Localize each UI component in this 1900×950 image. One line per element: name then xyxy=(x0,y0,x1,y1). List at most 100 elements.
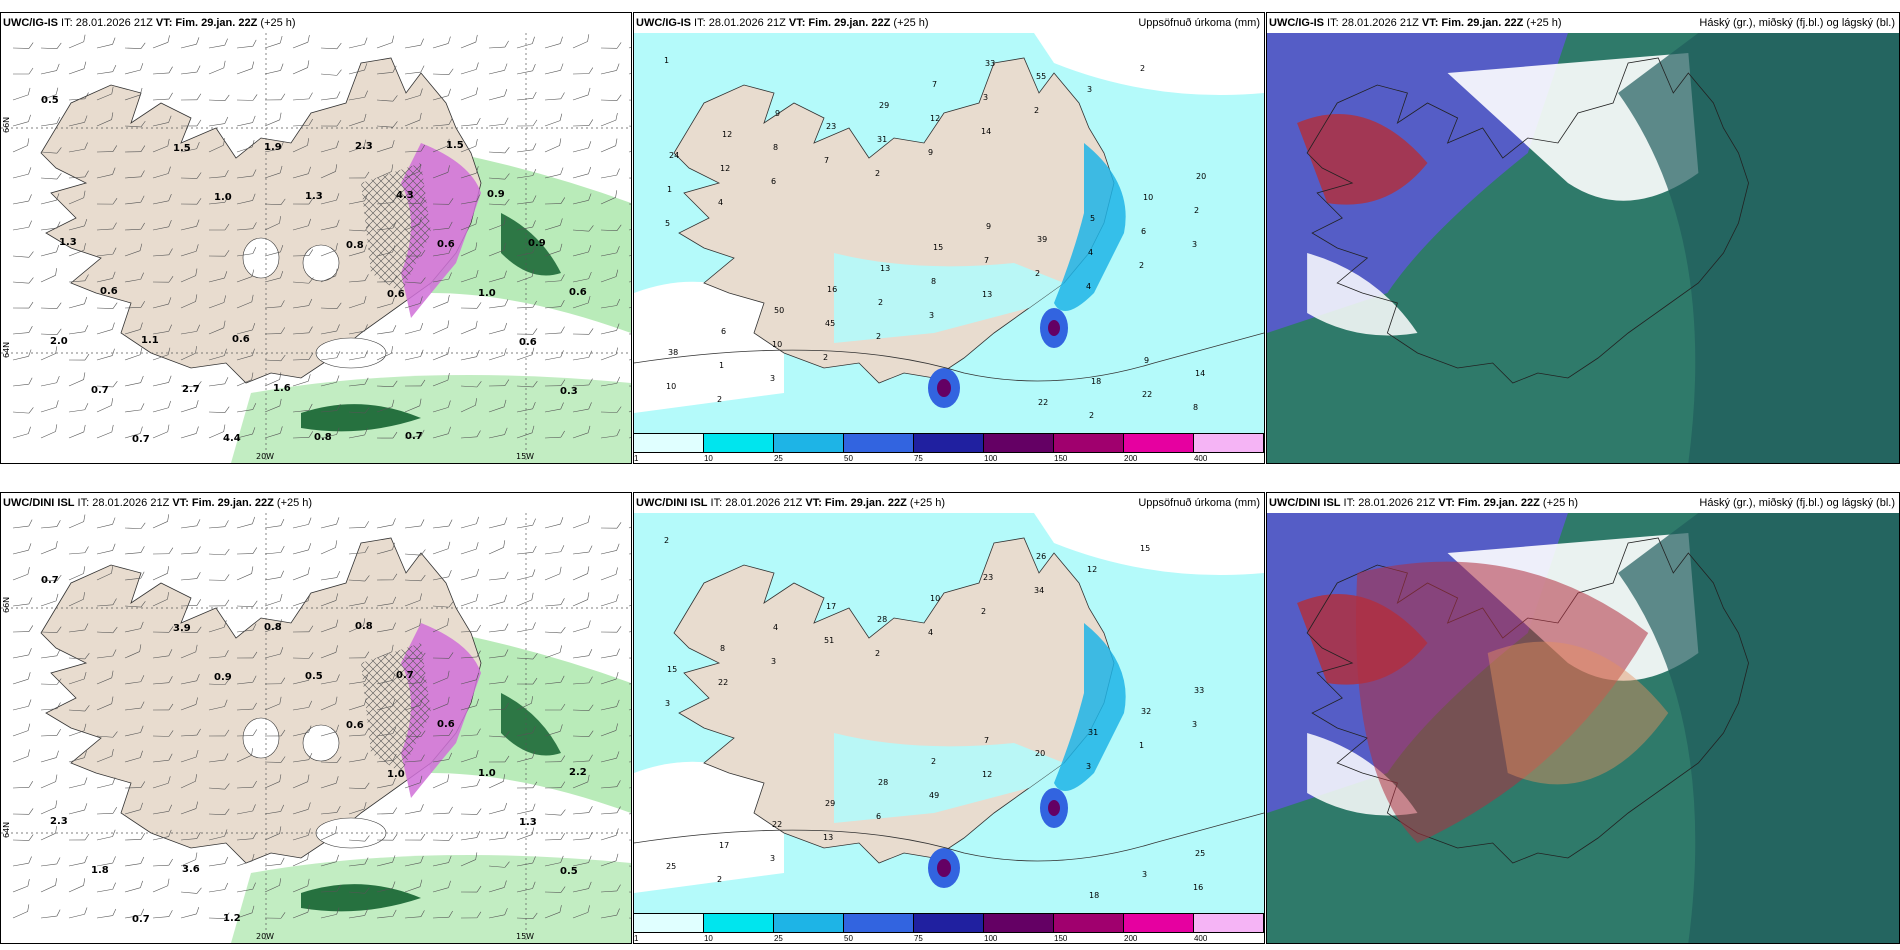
wind-barb xyxy=(348,113,367,127)
precip-value: 0.9 xyxy=(214,672,232,683)
panel-dini-wind: UWC/DINI ISL IT: 28.01.2026 21Z VT: Fim.… xyxy=(0,492,632,944)
precip-value: 2 xyxy=(875,649,880,658)
wind-barb xyxy=(292,166,311,179)
wind-barb xyxy=(12,808,34,815)
wind-barb xyxy=(180,346,197,361)
map-svg: 1242923143225234326138721031411261032455… xyxy=(634,33,1264,463)
field-title: Uppsöfnuð úrkoma (mm) xyxy=(1138,497,1260,509)
wind-barb xyxy=(544,517,564,529)
wind-barb xyxy=(12,194,32,205)
wind-barb xyxy=(320,674,340,685)
precip-value: 6 xyxy=(771,177,776,186)
precip-value: 2 xyxy=(1139,261,1144,270)
precip-value: 3 xyxy=(929,311,934,320)
lead-time: (+25 h) xyxy=(1523,17,1562,29)
wind-barb xyxy=(96,112,114,127)
wind-barb xyxy=(404,296,423,309)
wind-barb xyxy=(152,649,173,659)
wind-barb xyxy=(516,245,536,257)
wind-barb xyxy=(348,377,369,387)
wind-barb xyxy=(68,372,86,387)
wind-barb xyxy=(516,856,536,867)
wind-barb xyxy=(432,652,454,659)
wind-barb xyxy=(432,400,451,413)
precip-value: 5 xyxy=(665,219,670,228)
wind-barb xyxy=(404,775,423,789)
wind-barb xyxy=(208,223,230,231)
wind-barb xyxy=(208,348,227,361)
precip-value: 1.3 xyxy=(519,817,537,828)
precip-value: 0.6 xyxy=(346,720,364,731)
wind-barb xyxy=(460,852,478,867)
model-name: UWC/IG-IS xyxy=(636,17,691,29)
colorbar-tick: 10 xyxy=(703,934,713,943)
wind-barb xyxy=(516,300,537,309)
precip-value: 4 xyxy=(718,198,723,207)
wind-barb xyxy=(404,398,422,413)
wind-barb xyxy=(572,806,593,815)
precip-value: 3 xyxy=(1086,762,1091,771)
wind-barb xyxy=(488,831,509,841)
precip-value: 1.6 xyxy=(273,383,291,394)
wind-barb xyxy=(68,92,89,101)
precip-value: 13 xyxy=(823,833,833,842)
precip-value: 26 xyxy=(1036,552,1046,561)
no-precip-area xyxy=(1034,33,1264,95)
wind-barb xyxy=(68,142,88,153)
wind-barb xyxy=(152,858,173,867)
wind-barb xyxy=(376,65,397,75)
wind-barb xyxy=(516,696,533,711)
precip-value: 22 xyxy=(1142,390,1152,399)
wind-barb xyxy=(40,540,58,555)
wind-barb xyxy=(152,347,171,361)
colorbar-tick: 25 xyxy=(773,454,783,463)
precip-value: 2 xyxy=(878,298,883,307)
precip-value: 12 xyxy=(982,770,992,779)
wind-barb xyxy=(320,243,338,257)
wind-barb xyxy=(180,141,200,153)
colorbar-swatch xyxy=(1054,914,1124,932)
wind-barb xyxy=(460,87,479,101)
wind-barb xyxy=(208,250,230,257)
wind-barb xyxy=(12,277,34,284)
precip-value: 1 xyxy=(1139,741,1144,750)
colorbar-swatch xyxy=(984,434,1054,452)
wind-barb xyxy=(96,807,118,815)
wind-barb xyxy=(600,347,619,361)
wind-barb xyxy=(460,593,479,607)
precip-area-heavy xyxy=(501,213,561,276)
precip-value: 20 xyxy=(1196,172,1206,181)
precip-value: 33 xyxy=(985,59,995,68)
wind-barb xyxy=(40,774,58,789)
precip-value: 4.4 xyxy=(223,433,241,444)
wind-barb xyxy=(432,320,450,335)
wind-barb xyxy=(572,566,590,581)
wind-barb xyxy=(236,600,258,607)
wind-barb xyxy=(376,95,398,102)
wind-barb xyxy=(292,277,314,284)
wind-barb xyxy=(264,519,285,529)
wind-barb xyxy=(488,299,509,309)
wind-barb xyxy=(376,431,398,439)
wind-barb xyxy=(376,325,397,335)
precip-value: 4 xyxy=(1088,248,1093,257)
wind-barb xyxy=(124,426,143,439)
wind-barb xyxy=(376,221,397,231)
wind-barb xyxy=(376,673,396,685)
precip-value: 1.3 xyxy=(305,191,323,202)
wind-barb xyxy=(152,138,170,153)
wind-barb xyxy=(432,752,453,763)
wind-barb xyxy=(124,301,145,309)
precip-colorbar: 1 10 25 50 75 100 150 200 400 xyxy=(634,433,1264,463)
wind-barb xyxy=(124,601,146,608)
wind-barb xyxy=(236,115,256,127)
wind-barb xyxy=(124,621,144,633)
wind-barb xyxy=(68,777,88,789)
wind-barb xyxy=(124,644,142,659)
colorbar-tick: 400 xyxy=(1193,934,1208,943)
wind-barb xyxy=(208,406,230,413)
wind-barb xyxy=(264,826,282,841)
colorbar-swatch xyxy=(844,434,914,452)
wind-barb xyxy=(208,753,229,763)
wind-barb xyxy=(12,879,30,893)
